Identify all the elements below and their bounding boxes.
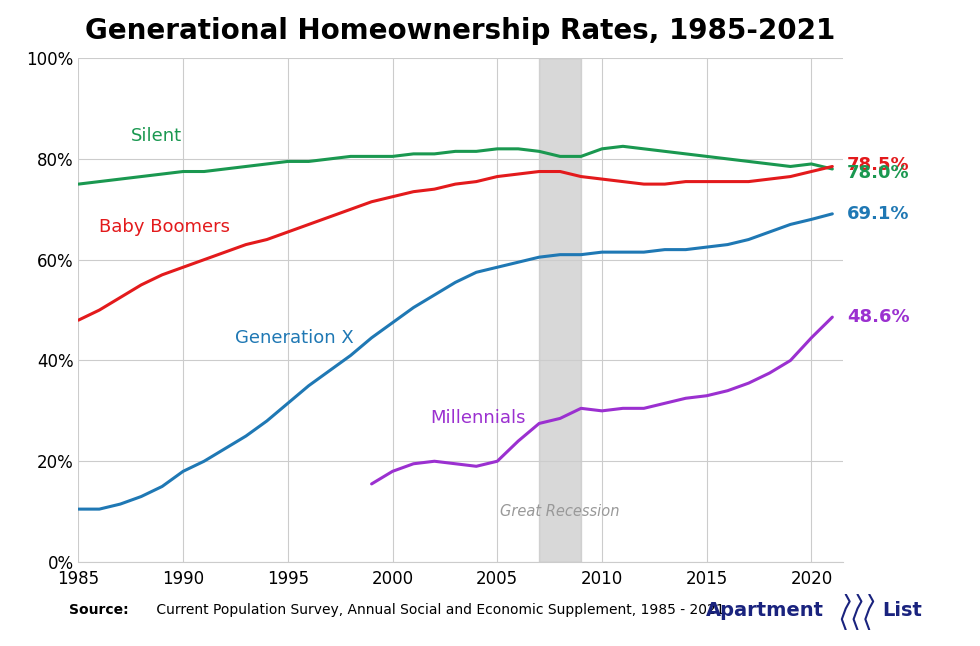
Bar [539, 58, 581, 562]
Text: 69.1%: 69.1% [847, 205, 909, 223]
Text: Source:: Source: [69, 603, 128, 617]
Text: 78.5%: 78.5% [847, 156, 909, 174]
Text: Baby Boomers: Baby Boomers [99, 218, 230, 236]
Text: Silent: Silent [130, 127, 182, 145]
Title: Generational Homeownership Rates, 1985-2021: Generational Homeownership Rates, 1985-2… [85, 17, 836, 45]
Text: Apartment: Apartment [706, 601, 823, 620]
Text: 48.6%: 48.6% [847, 308, 909, 326]
Text: Generation X: Generation X [235, 329, 354, 347]
Text: List: List [882, 601, 922, 620]
Text: Millennials: Millennials [430, 410, 525, 428]
Text: Great Recession: Great Recession [501, 504, 619, 519]
Text: 78.0%: 78.0% [847, 163, 909, 182]
Text: Current Population Survey, Annual Social and Economic Supplement, 1985 - 2021: Current Population Survey, Annual Social… [152, 603, 724, 617]
